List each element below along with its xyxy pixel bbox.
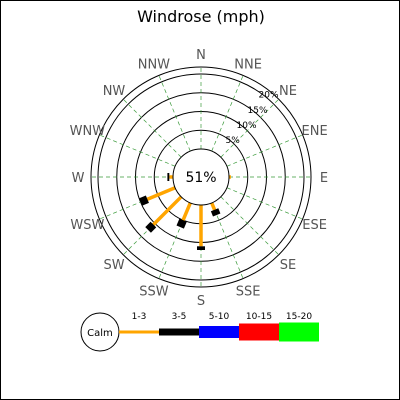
grid-spoke-nne: [200, 75, 244, 178]
direction-label-ese: ESE: [302, 218, 327, 233]
legend-label-10-15: 10-15: [246, 312, 272, 322]
ring-label-5: 5%: [226, 136, 241, 146]
direction-label-wsw: WSW: [70, 218, 104, 233]
bar-wsw-3-5: [138, 195, 149, 206]
bar-sw-3-5: [145, 221, 157, 233]
ring-label-15: 15%: [248, 106, 268, 116]
legend-label-5-10: 5-10: [209, 312, 230, 322]
grid-spoke-ne: [200, 98, 280, 178]
speed-legend: Calm 1-3 3-5 5-10 10-15 15-20: [80, 312, 319, 352]
direction-label-sse: SSE: [236, 285, 261, 300]
legend-swatch-10-15: [239, 323, 279, 341]
direction-label-w: W: [72, 171, 85, 186]
calm-circle: [172, 148, 230, 206]
ring-label-20: 20%: [259, 91, 279, 101]
legend-swatch-15-20: [279, 322, 319, 342]
grid-spoke-sse: [200, 176, 244, 279]
grid-spoke-sw: [122, 176, 202, 256]
legend-label-3-5: 3-5: [172, 312, 187, 322]
grid-spoke-ssw: [158, 176, 202, 279]
direction-label-nne: NNE: [234, 57, 262, 72]
ring-labels: 5% 10% 15% 20%: [226, 91, 279, 147]
bar-ssw-3-5: [176, 218, 187, 229]
legend-label-15-20: 15-20: [286, 312, 312, 322]
bar-ssw-1-3: [181, 202, 192, 221]
grid-ring-outer: [90, 66, 312, 288]
direction-label-nnw: NNW: [138, 57, 170, 72]
grid-spoke-ese: [200, 176, 303, 220]
bar-wsw-1-3: [146, 186, 176, 201]
grid-ring-20: [97, 73, 305, 281]
grid-spoke-ene: [200, 134, 303, 178]
bar-sse-1-3: [210, 202, 217, 211]
direction-label-nw: NW: [103, 84, 126, 99]
speed-bars: [138, 173, 231, 250]
direction-label-se: SE: [280, 258, 296, 273]
grid-spoke-wsw: [99, 176, 202, 220]
bar-sw-1-3: [152, 195, 183, 226]
direction-label-sw: SW: [103, 258, 124, 273]
legend-calm-label: Calm: [87, 328, 113, 339]
grid-spoke-nnw: [158, 75, 202, 178]
direction-label-n: N: [196, 48, 206, 63]
ring-label-10: 10%: [237, 121, 257, 131]
grid-spoke-nw: [122, 98, 202, 178]
calm-circle-group: 51%: [172, 148, 230, 206]
direction-label-e: E: [320, 171, 328, 186]
legend-swatch-1-3: [119, 330, 159, 334]
grid-spoke-se: [200, 176, 280, 256]
direction-label-wnw: WNW: [70, 124, 106, 139]
calm-percent-label: 51%: [185, 170, 216, 186]
legend-swatch-5-10: [199, 326, 239, 338]
chart-title: Windrose (mph): [137, 7, 265, 26]
legend-label-1-3: 1-3: [132, 312, 147, 322]
direction-labels: N NNE NE ENE E ESE SE SSE S SSW SW WSW W WNW NW NNW: [70, 48, 328, 309]
polar-grid: [90, 66, 312, 288]
direction-label-s: S: [197, 294, 205, 309]
direction-label-ne: NE: [279, 84, 297, 99]
direction-label-ene: ENE: [302, 124, 328, 139]
bar-sse-3-5: [210, 208, 221, 217]
legend-swatch-3-5: [159, 328, 199, 336]
grid-spoke-wnw: [99, 134, 202, 178]
direction-label-ssw: SSW: [139, 285, 169, 300]
